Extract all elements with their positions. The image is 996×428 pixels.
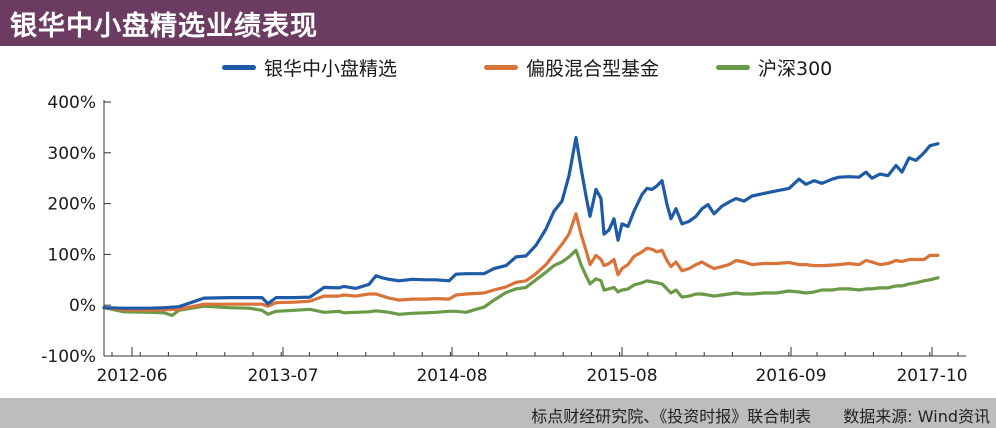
- y-tick-label: -100%: [41, 347, 96, 367]
- legend-swatch-series-2: [484, 64, 518, 70]
- series-line-1: [102, 136, 940, 310]
- legend-label-series-2: 偏股混合型基金: [526, 57, 660, 80]
- x-tick-label: 2017-10: [896, 366, 967, 386]
- legend-swatch-series-1: [222, 64, 256, 70]
- chart-tick-labels: 400% 300% 200% 100% 0% -100%2012-06 2013-07 201…: [41, 93, 967, 386]
- x-tick-label: 2013-07: [247, 366, 318, 386]
- y-tick-label: 0%: [69, 296, 96, 316]
- y-tick-label: 100%: [47, 245, 96, 265]
- legend-label-series-3: 沪深300: [758, 57, 833, 80]
- title-bar: 银华中小盘精选业绩表现: [0, 0, 996, 46]
- series-line-2: [102, 212, 940, 312]
- legend-label-series-1: 银华中小盘精选: [264, 57, 398, 80]
- legend-item-series-3: 沪深300: [716, 52, 832, 82]
- y-tick-label: 200%: [47, 195, 96, 215]
- chart-series: [102, 136, 940, 317]
- x-tick-label: 2015-08: [586, 366, 657, 386]
- chart-title: 银华中小盘精选业绩表现: [10, 11, 318, 42]
- x-tick-label: 2016-09: [755, 366, 826, 386]
- y-tick-label: 300%: [47, 144, 96, 164]
- legend-item-series-2: 偏股混合型基金: [484, 52, 659, 82]
- legend-swatch-series-3: [716, 64, 750, 70]
- x-tick-label: 2014-08: [416, 366, 487, 386]
- x-tick-label: 2012-06: [96, 366, 167, 386]
- source-note: 标点财经研究院、《投资时报》联合制表 数据来源: Wind资讯: [531, 407, 990, 426]
- y-tick-label: 400%: [47, 93, 96, 113]
- line-chart: 400% 300% 200% 100% 0% -100%2012-06 2013-07 201…: [41, 93, 967, 386]
- chart-axes: [103, 100, 966, 357]
- legend-item-series-1: 银华中小盘精选: [222, 52, 397, 82]
- footer-bar: 标点财经研究院、《投资时报》联合制表 数据来源: Wind资讯: [0, 398, 996, 428]
- series-line-3: [102, 248, 940, 317]
- legend: 银华中小盘精选 偏股混合型基金 沪深300: [0, 52, 996, 82]
